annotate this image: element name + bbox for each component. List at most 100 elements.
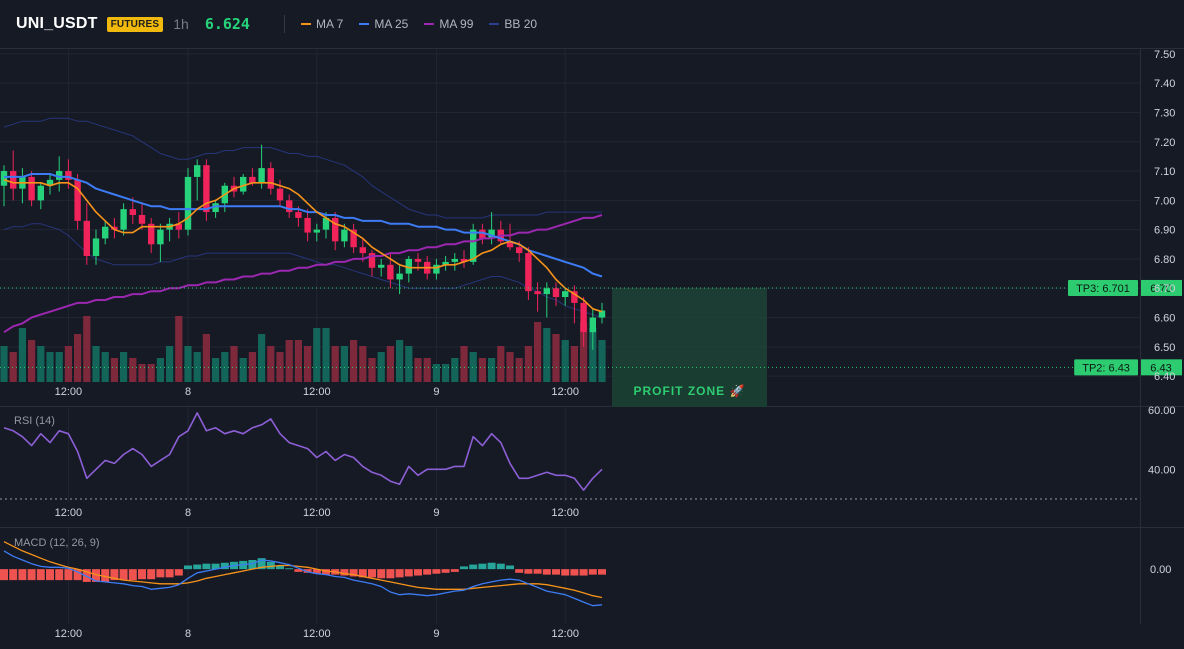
volume-bar [561,340,569,382]
macd-histogram-bar [542,569,551,575]
rsi-label: RSI (14) [14,415,55,427]
macd-histogram-bar [358,569,367,578]
volume-bar [405,346,413,382]
volume-bar [386,346,394,382]
legend-label: BB 20 [504,17,538,31]
volume-bar [212,358,220,382]
volume-bar [598,340,606,382]
volume-bar [18,328,26,382]
macd-histogram-bar [579,569,588,576]
macd-histogram-bar [266,561,275,570]
volume-bar [193,352,201,382]
legend-label: MA 25 [374,17,409,31]
candle-body [92,238,100,257]
candle-body [212,203,219,213]
candle-body [525,253,532,292]
macd-histogram-bar [395,569,404,578]
volume-bar [534,322,542,382]
rsi-tick-label: 60.00 [1148,405,1176,417]
volume-bar [515,358,523,382]
macd-histogram-bar [110,569,119,581]
macd-histogram-bar [423,569,432,575]
candle-body [203,165,210,213]
candle-body [460,258,468,262]
time-tick-label: 12:00 [303,507,331,519]
candle-body [10,171,17,189]
volume-bar [166,346,174,382]
volume-bar [83,316,91,382]
volume-bar [589,328,597,382]
macd-histogram-bar [460,566,468,570]
candle-body [543,288,550,295]
symbol-name[interactable]: UNI_USDT [16,15,98,32]
volume-bar [414,358,422,382]
legend-item[interactable]: MA 25 [359,17,408,31]
price-tick-label: 7.50 [1154,49,1175,61]
legend-item[interactable]: MA 99 [424,17,473,31]
macd-histogram-bar [0,569,8,581]
macd-histogram-bar [18,569,27,581]
legend-item[interactable]: BB 20 [489,17,537,31]
macd-histogram-bar [36,569,45,581]
macd-histogram-bar [202,563,211,570]
candle-body [451,258,458,262]
time-tick-label: 12:00 [55,628,83,640]
price-tick-label: 6.70 [1154,283,1175,295]
profit-zone-lower [612,367,767,407]
candle-body [304,217,311,233]
volume-bar [156,358,164,382]
price-tick-label: 6.80 [1154,254,1175,266]
macd-histogram-bar [257,558,266,570]
price-tick-label: 7.10 [1154,166,1175,178]
rsi-tick-label: 40.00 [1148,464,1176,476]
macd-histogram-bar [561,569,570,576]
macd-histogram-bar [119,569,128,581]
price-tick-label: 6.50 [1154,342,1175,354]
legend-label: MA 99 [439,17,474,31]
candle-body [589,317,596,333]
macd-histogram-bar [533,569,542,574]
candle-body [552,288,560,298]
macd-histogram-bar [524,569,533,574]
volume-bar [570,346,578,382]
candle-body [184,176,192,230]
candle-body [240,176,247,192]
volume-bar [331,346,339,382]
macd-histogram-bar [64,569,73,581]
bb-lower-line [3,223,603,318]
volume-bar [9,352,17,382]
price-tick-label: 6.60 [1154,313,1175,325]
candle-body [46,179,54,186]
time-tick-label: 9 [433,507,439,519]
candle-body [534,291,541,295]
legend-item[interactable]: MA 7 [300,17,344,31]
volume-bar [524,346,532,382]
candle-body [322,217,330,230]
candle-body [102,226,109,239]
interval-label[interactable]: 1h [173,16,189,32]
volume-bar [46,352,54,382]
volume-bar [92,346,100,382]
macd-histogram-bar [46,569,54,581]
ma7-line [3,179,603,313]
macd-histogram-bar [55,569,64,581]
volume-bar [396,340,404,382]
price-tick-label: 7.30 [1154,107,1175,119]
candle-body [516,247,523,254]
volume-bar [239,358,247,382]
time-tick-label: 8 [185,386,191,398]
candle-body [313,229,320,233]
candle-body [258,168,265,183]
volume-bar [377,352,385,382]
candle-body [28,176,35,201]
candle-body [506,241,514,248]
macd-histogram-bar [506,565,514,570]
target-tag [1068,279,1138,296]
legend-label: MA 7 [315,17,344,31]
macd-line [3,550,603,607]
target-label: TP2: 6.43 [1082,362,1130,374]
volume-bar [506,352,514,382]
volume-bar [460,346,468,382]
volume-bar [28,340,36,382]
